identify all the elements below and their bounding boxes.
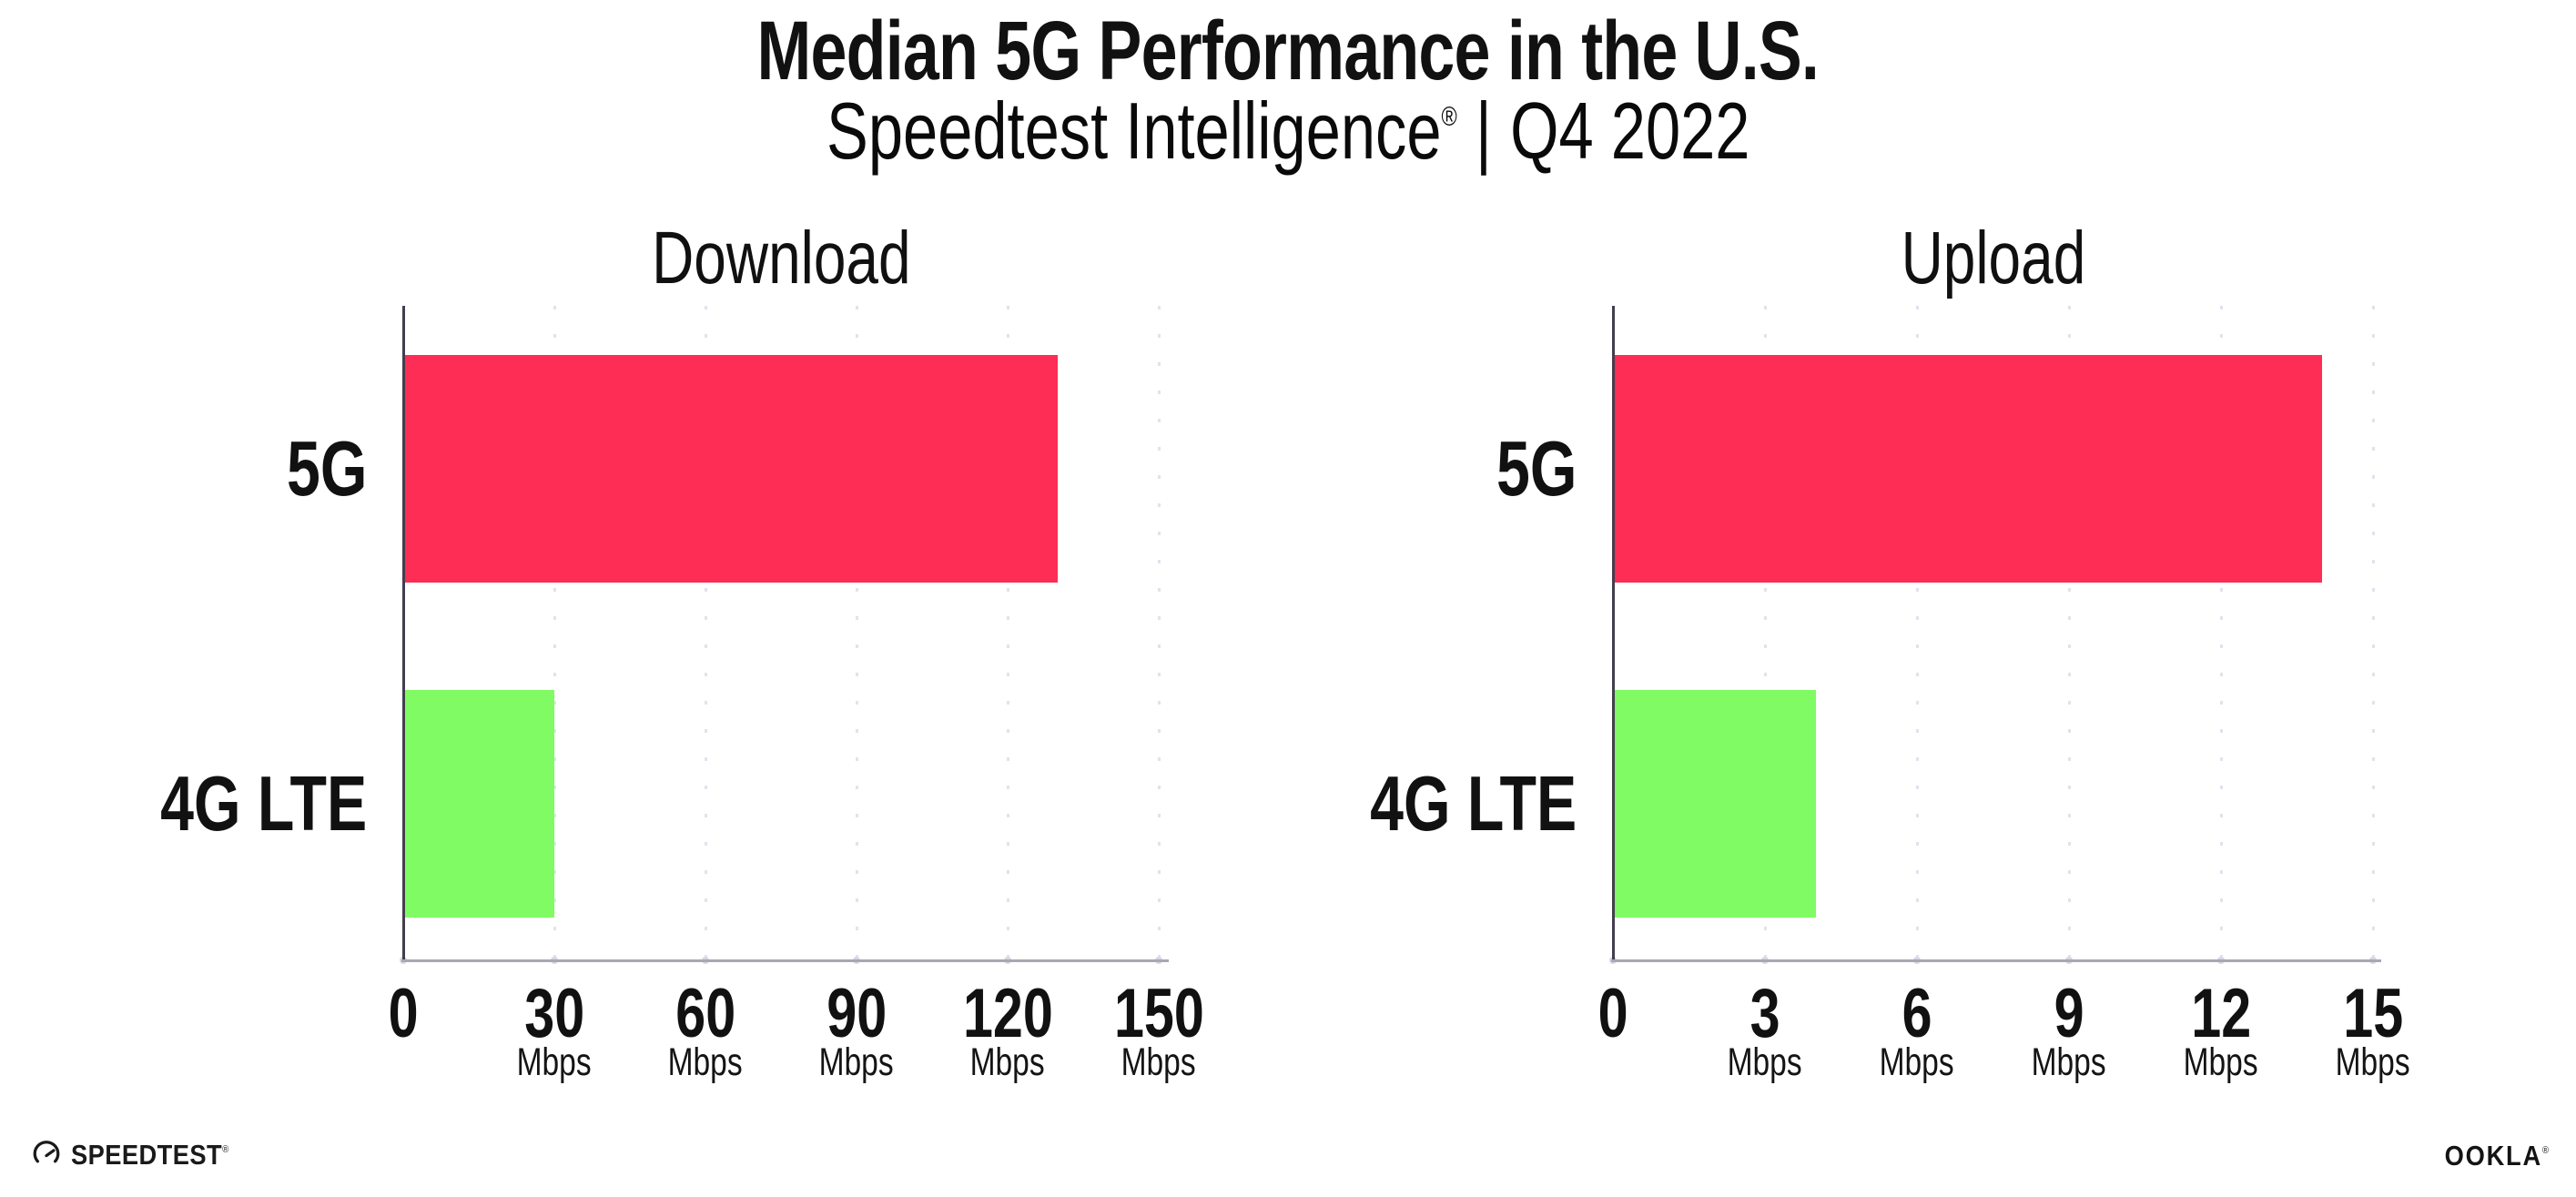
y-axis-label-text: 5G xyxy=(1496,425,1577,512)
x-tick-unit-text: Mbps xyxy=(818,1040,895,1084)
speedtest-wordmark-text: SPEEDTEST xyxy=(71,1139,223,1171)
subtitle-separator: | xyxy=(1475,86,1492,176)
y-axis-line-download xyxy=(401,306,405,962)
x-tick-unit-text: Mbps xyxy=(2335,1040,2411,1084)
x-tick-unit-download-30: Mbps xyxy=(454,1043,654,1082)
x-tick-label-upload-9: 9 xyxy=(1969,979,2169,1049)
x-tick-unit-upload-15: Mbps xyxy=(2273,1043,2473,1082)
x-tick-unit-download-120: Mbps xyxy=(908,1043,1108,1082)
x-tick-label-upload-0: 0 xyxy=(1513,979,1713,1049)
x-tick-unit-upload-6: Mbps xyxy=(1817,1043,2017,1082)
x-tick-value: 30 xyxy=(524,975,584,1052)
speedtest-wordmark: SPEEDTEST® xyxy=(71,1139,229,1172)
gridline-upload-3 xyxy=(1763,306,1767,959)
gridline-upload-6 xyxy=(1915,306,1919,959)
gridline-upload-9 xyxy=(2067,306,2071,959)
gridline-download-60 xyxy=(704,306,707,959)
bar-download-4g-lte xyxy=(403,690,554,918)
x-tick-unit-text: Mbps xyxy=(667,1040,744,1084)
x-tick-label-download-0: 0 xyxy=(303,979,503,1049)
chart-title-text-download: Download xyxy=(651,217,911,299)
gridline-upload-15 xyxy=(2371,306,2375,959)
y-axis-label-4g-lte: 4G LTE xyxy=(0,690,367,918)
speedtest-registered-mark: ® xyxy=(222,1143,229,1155)
x-tick-label-download-30: 30 xyxy=(454,979,654,1049)
x-tick-label-download-150: 150 xyxy=(1059,979,1259,1049)
subtitle-period: Q4 2022 xyxy=(1509,86,1750,176)
speedtest-logo: SPEEDTEST® xyxy=(31,1136,250,1174)
bar-upload-4g-lte xyxy=(1613,690,1816,918)
y-axis-label-5g: 5G xyxy=(0,355,1577,583)
gridline-download-90 xyxy=(855,306,858,959)
x-tick-unit-text: Mbps xyxy=(2183,1040,2259,1084)
x-tick-unit-text: Mbps xyxy=(969,1040,1046,1084)
x-tick-unit-upload-12: Mbps xyxy=(2121,1043,2321,1082)
x-tick-label-upload-3: 3 xyxy=(1665,979,1865,1049)
x-tick-label-download-60: 60 xyxy=(605,979,806,1049)
x-tick-unit-text: Mbps xyxy=(2031,1040,2107,1084)
x-tick-value: 3 xyxy=(1749,975,1780,1052)
x-tick-value: 60 xyxy=(675,975,735,1052)
page-subtitle-text: Speedtest Intelligence® | Q4 2022 xyxy=(826,86,1750,176)
y-axis-label-4g-lte: 4G LTE xyxy=(0,690,1577,918)
x-tick-unit-download-60: Mbps xyxy=(605,1043,806,1082)
gridline-download-30 xyxy=(553,306,556,959)
page-title: Median 5G Performance in the U.S. xyxy=(0,7,2576,96)
bar-upload-5g xyxy=(1613,355,2323,583)
x-tick-unit-text: Mbps xyxy=(1121,1040,1197,1084)
x-tick-value: 6 xyxy=(1902,975,1932,1052)
x-axis-line-download xyxy=(401,959,1169,962)
x-tick-unit-download-150: Mbps xyxy=(1059,1043,1259,1082)
ookla-wordmark-text: OOKLA xyxy=(2444,1140,2542,1172)
ookla-registered-mark: ® xyxy=(2541,1144,2549,1156)
x-tick-unit-download-90: Mbps xyxy=(756,1043,957,1082)
x-tick-value: 90 xyxy=(827,975,887,1052)
gridline-upload-12 xyxy=(2219,306,2223,959)
chart-title-download: Download xyxy=(403,221,1159,296)
chart-title-text-upload: Upload xyxy=(1901,217,2085,299)
ookla-logo: OOKLA® xyxy=(2430,1140,2549,1172)
x-tick-label-upload-15: 15 xyxy=(2273,979,2473,1049)
x-tick-unit-text: Mbps xyxy=(1879,1040,1955,1084)
bar-download-5g xyxy=(403,355,1059,583)
page-title-text: Median 5G Performance in the U.S. xyxy=(756,5,1820,97)
x-tick-label-upload-6: 6 xyxy=(1817,979,2017,1049)
registered-mark: ® xyxy=(1441,101,1457,132)
x-tick-value: 150 xyxy=(1113,975,1204,1052)
page-subtitle: Speedtest Intelligence® | Q4 2022 xyxy=(0,86,2576,176)
ookla-wordmark: OOKLA® xyxy=(2445,1140,2549,1172)
y-axis-label-text: 4G LTE xyxy=(1369,760,1577,847)
gridline-download-120 xyxy=(1006,306,1009,959)
x-tick-value: 9 xyxy=(2054,975,2084,1052)
x-tick-unit-text: Mbps xyxy=(516,1040,593,1084)
x-tick-unit-upload-9: Mbps xyxy=(1969,1043,2169,1082)
x-tick-label-download-120: 120 xyxy=(908,979,1108,1049)
x-tick-value: 15 xyxy=(2343,975,2403,1052)
x-tick-unit-upload-3: Mbps xyxy=(1665,1043,1865,1082)
x-tick-value: 120 xyxy=(962,975,1053,1052)
x-axis-line-upload xyxy=(1611,959,2381,962)
gridline-download-150 xyxy=(1157,306,1161,959)
y-axis-line-upload xyxy=(1611,306,1615,962)
y-axis-label-text: 4G LTE xyxy=(159,760,367,847)
x-tick-value: 12 xyxy=(2191,975,2251,1052)
x-tick-label-download-90: 90 xyxy=(756,979,957,1049)
x-tick-value: 0 xyxy=(388,975,419,1052)
x-tick-value: 0 xyxy=(1597,975,1628,1052)
subtitle-product: Speedtest Intelligence xyxy=(826,86,1442,176)
speedtest-gauge-icon xyxy=(33,1141,60,1163)
x-tick-label-upload-12: 12 xyxy=(2121,979,2321,1049)
y-axis-label-text: 5G xyxy=(286,425,367,512)
chart-title-upload: Upload xyxy=(1613,221,2373,296)
y-axis-label-5g: 5G xyxy=(0,355,367,583)
x-tick-unit-text: Mbps xyxy=(1727,1040,1803,1084)
